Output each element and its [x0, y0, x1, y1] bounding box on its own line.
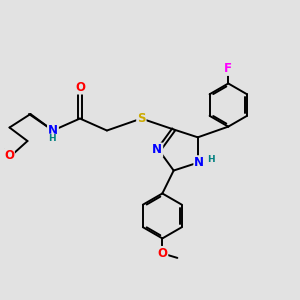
Text: O: O	[4, 149, 14, 163]
Text: F: F	[224, 62, 232, 75]
Text: H: H	[208, 155, 215, 164]
Text: N: N	[48, 124, 58, 137]
Text: N: N	[194, 156, 204, 169]
Text: N: N	[152, 143, 162, 157]
Text: O: O	[75, 81, 85, 94]
Text: O: O	[158, 247, 167, 260]
Text: H: H	[48, 134, 55, 143]
Text: S: S	[137, 112, 146, 125]
